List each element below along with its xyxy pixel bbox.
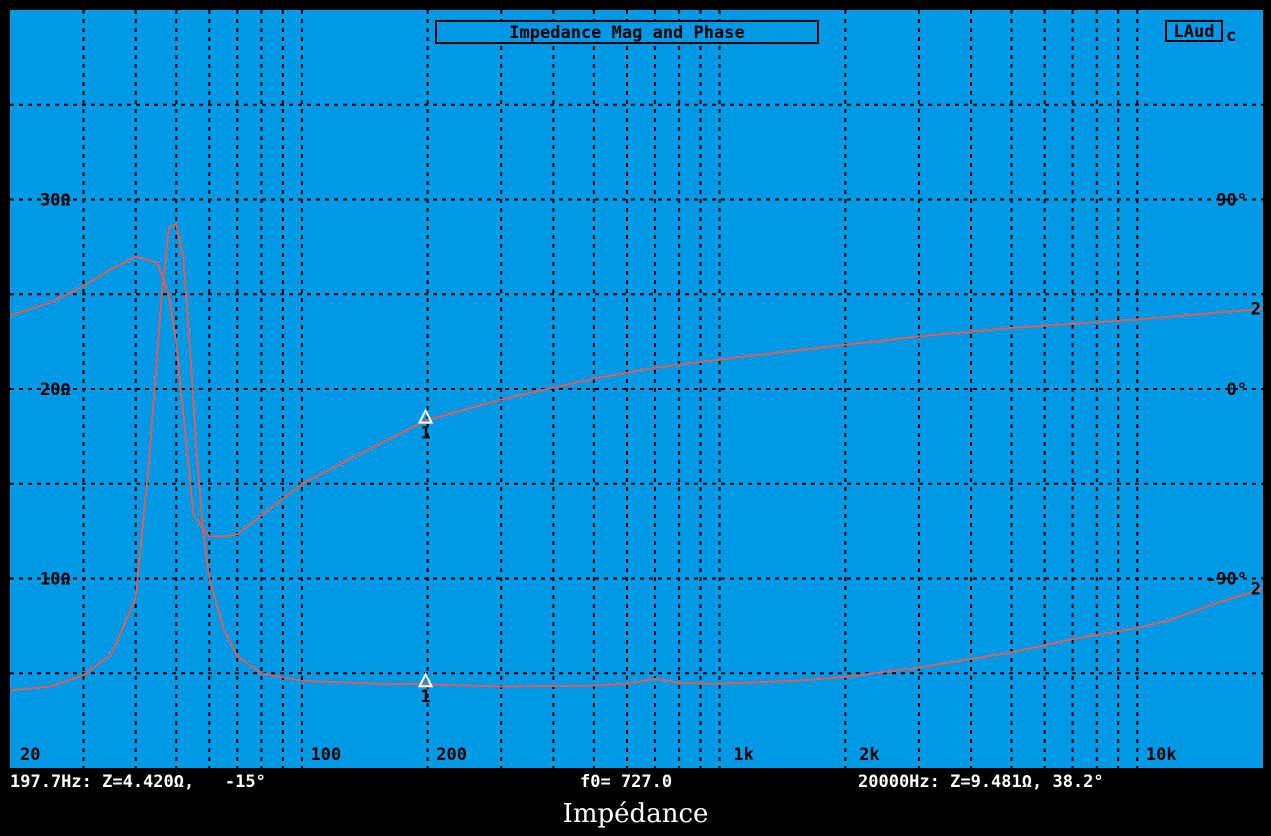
badge-suffix: c xyxy=(1226,26,1236,46)
phase-curve xyxy=(10,255,1263,538)
y-left-tick-label: 30Ω xyxy=(40,191,71,211)
title-box: Impedance Mag and Phase xyxy=(435,20,819,44)
caption: Impédance xyxy=(562,799,709,829)
title-frame xyxy=(435,20,819,44)
curves: 1 1 2 2 xyxy=(10,222,1263,707)
chart-title: Impedance Mag and Phase xyxy=(509,23,744,43)
x-tick-label: 2k xyxy=(859,745,879,765)
impedance-curve xyxy=(10,222,1263,692)
y-left-tick-label: 20Ω xyxy=(40,380,71,400)
x-tick-label: 20 xyxy=(20,745,40,765)
x-tick-label: 200 xyxy=(436,745,467,765)
x-tick-label: 10k xyxy=(1146,745,1177,765)
status-end-readout: 20000Hz: Z=9.481Ω, 38.2° xyxy=(858,772,1104,792)
impedance-marker: 1 xyxy=(417,672,434,707)
badge-frame xyxy=(1165,20,1223,42)
status-resonance-frequency: f0= 727.0 xyxy=(580,772,673,792)
badge-text: LAud xyxy=(1174,22,1215,42)
grid-lines xyxy=(10,10,1263,768)
x-tick-label: 1k xyxy=(733,745,753,765)
impedance-marker-arrow xyxy=(417,672,434,688)
y-right-tick-label: 0° xyxy=(1227,380,1247,400)
y-right-tick-label: 90° xyxy=(1216,191,1247,211)
status-cursor-readout: 197.7Hz: Z=4.420Ω, -15° xyxy=(10,772,266,792)
phase-end-label: 2 xyxy=(1251,300,1261,320)
phase-marker: 1 xyxy=(417,408,434,444)
impedance-marker-label: 1 xyxy=(420,687,430,707)
phase-marker-label: 1 xyxy=(420,424,430,444)
impedance-chart: 1 1 2 2 20 100 200 1k 2k 10k 10Ω 20Ω 30Ω -90° 0° 90° I… xyxy=(10,10,1263,768)
x-tick-label: 100 xyxy=(311,745,342,765)
phase-marker-arrow xyxy=(417,408,434,424)
y-left-tick-label: 10Ω xyxy=(40,570,71,590)
app-badge: LAud c xyxy=(1165,20,1236,46)
tick-labels: 20 100 200 1k 2k 10k 10Ω 20Ω 30Ω -90° 0° 90° xyxy=(20,191,1247,766)
impedance-end-label: 2 xyxy=(1251,579,1261,599)
plot-area: 1 1 2 2 20 100 200 1k 2k 10k 10Ω 20Ω 30Ω -90° 0° 90° I… xyxy=(10,10,1263,768)
y-right-tick-label: -90° xyxy=(1206,570,1247,590)
